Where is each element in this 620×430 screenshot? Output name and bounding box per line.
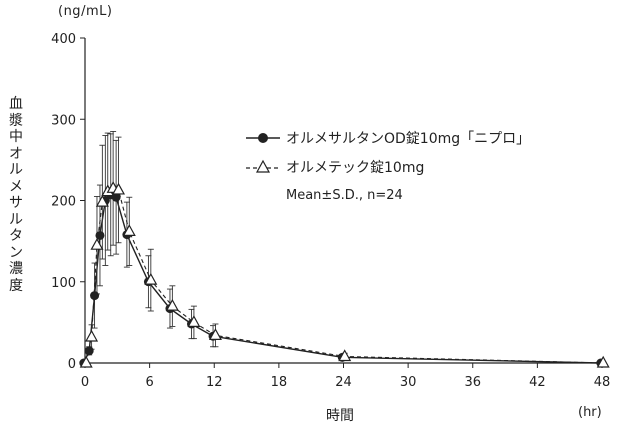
data-point-series-2 [111, 182, 126, 195]
x-tick-label: 24 [335, 375, 352, 390]
data-point-series-2 [90, 237, 104, 250]
y-tick-label: 300 [51, 113, 76, 128]
y-tick-label: 400 [51, 32, 76, 47]
series-line-2 [85, 187, 604, 364]
x-tick-label: 12 [206, 375, 223, 390]
series-line-1 [83, 193, 601, 364]
x-tick-label: 0 [81, 375, 89, 390]
data-point-series-2 [596, 355, 610, 368]
x-tick-label: 18 [271, 375, 288, 390]
data-point-series-1 [90, 291, 100, 301]
legend-symbol-open-triangle [246, 159, 280, 173]
data-point-series-2 [187, 315, 201, 327]
x-tick-label: 42 [529, 375, 546, 390]
data-point-series-2 [165, 298, 179, 311]
data-point-series-2 [208, 328, 222, 340]
data-point-series-2 [122, 224, 136, 236]
x-unit-label: (hr) [578, 405, 602, 420]
x-tick-label: 6 [145, 375, 153, 390]
data-point-series-2 [144, 272, 158, 285]
legend-symbol-filled-circle [246, 133, 280, 143]
x-tick-label: 48 [594, 375, 611, 390]
y-axis-label: 血漿中オルメサルタン濃度 [9, 96, 23, 294]
data-point-series-2 [338, 349, 352, 362]
data-point-series-2 [85, 329, 99, 342]
data-point-series-2 [79, 355, 93, 368]
data-point-series-1 [84, 346, 94, 356]
y-tick-label: 200 [51, 195, 76, 210]
legend-label-series-1: オルメサルタンOD錠10mg「ニプロ」 [286, 131, 531, 147]
data-point-series-2 [95, 194, 109, 207]
data-point-series-1 [95, 230, 105, 240]
legend-label-series-2: オルメテック錠10mg [286, 160, 425, 176]
y-tick-label: 100 [51, 276, 76, 291]
y-unit-label: (ng/mL) [58, 4, 113, 19]
data-point-series-1 [111, 192, 121, 202]
x-axis-label: 時間 [326, 408, 354, 424]
x-tick-label: 36 [464, 375, 481, 390]
y-tick-label: 0 [68, 357, 76, 372]
x-tick-label: 30 [400, 375, 417, 390]
legend-note: Mean±S.D., n=24 [286, 188, 403, 203]
